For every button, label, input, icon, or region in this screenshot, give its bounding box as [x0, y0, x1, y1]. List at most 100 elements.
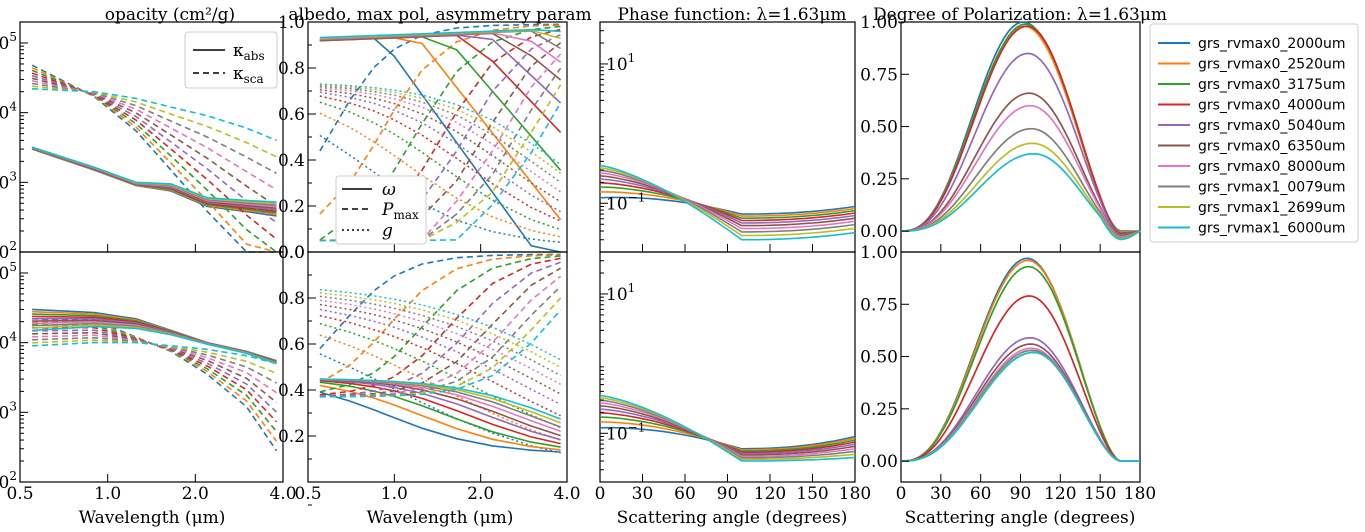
opacity-ksca-1-2	[32, 324, 278, 433]
pol-ytick-label: 0.00	[860, 452, 898, 472]
opacity-kabs-0-6	[31, 147, 277, 208]
albedo-g-1-4	[319, 308, 561, 406]
phase-curve-1-7	[599, 399, 856, 459]
opacity-xtick-label: 1.0	[94, 484, 121, 504]
pol-curve-1-2	[900, 265, 1140, 462]
albedo-g-0-8	[319, 84, 562, 174]
albedo-g-0-5	[319, 88, 562, 203]
pol-curve-0-4	[900, 52, 1141, 236]
pol-curve-0-6	[900, 104, 1141, 238]
legend-entry: grs_rvmax0_2520um	[1198, 57, 1346, 73]
pol-curve-1-1	[900, 259, 1140, 462]
opacity-ytick-label: 103	[0, 169, 17, 193]
pol-curve-0-5	[900, 92, 1141, 237]
legend-entry: grs_rvmax0_6350um	[1198, 139, 1346, 155]
albedo-pmax-1-5	[319, 267, 562, 398]
legend-entry: grs_rvmax0_2000um	[1198, 36, 1346, 52]
albedo-g-0-6	[319, 87, 562, 193]
phase-ytick-label: 10−1	[606, 420, 645, 444]
pol-xtick-label: 90	[1010, 484, 1032, 504]
opacity-ksca-1-5	[32, 331, 278, 404]
phase-curve-0-6	[599, 172, 856, 230]
opacity-ksca-0-9	[32, 88, 277, 142]
xlabel-phase: Scattering angle (degrees)	[617, 508, 848, 528]
title-polarization: Degree of Polarization: λ=1.63μm	[873, 5, 1167, 25]
opacity-ksca-1-4	[32, 329, 278, 413]
pol-xtick-label: 120	[1044, 484, 1076, 504]
legend-frame	[1149, 23, 1359, 243]
title-opacity: opacity (cm²/g)	[105, 5, 235, 25]
phase-xtick-label: 30	[632, 484, 654, 504]
xlabel-polarization: Scattering angle (degrees)	[905, 508, 1136, 528]
opacity-ksca-1-8	[32, 339, 277, 375]
albedo-pmax-1-3	[319, 257, 561, 396]
albedo-pmax-1-9	[319, 309, 562, 398]
pol-curve-0-3	[900, 25, 1141, 235]
xlabel-albedo: Wavelength (μm)	[367, 508, 514, 528]
albedo-g-0-0	[319, 134, 561, 244]
opacity-ksca-0-3	[31, 72, 277, 240]
opacity-ksca-1-7	[32, 336, 277, 384]
albedo-pmax-1-7	[319, 285, 562, 398]
albedo-ytick-label: 0.4	[278, 381, 305, 401]
title-phase: Phase function: λ=1.63μm	[617, 5, 846, 25]
phase-curve-0-1	[600, 191, 856, 217]
pol-ytick-label: 0.75	[860, 65, 898, 85]
pol-curve-0-0	[900, 21, 1140, 232]
opacity-ksca-0-8	[32, 85, 277, 158]
albedo-ytick-label: 0.2	[278, 197, 305, 217]
albedo-ytick-label: 0.8	[278, 289, 305, 309]
pol-curve-0-8	[901, 142, 1141, 240]
opacity-kabs-1-7	[32, 322, 277, 364]
pol-ytick-label: 0.25	[860, 400, 898, 420]
albedo-pmax-1-8	[319, 297, 562, 398]
albedo-g-0-9	[319, 83, 562, 166]
phase-curve-1-8	[599, 396, 856, 461]
opacity-xtick-label: 2.0	[182, 484, 209, 504]
albedo-pmax-1-6	[319, 275, 562, 398]
pol-xtick-label: 0	[896, 484, 907, 504]
phase-curve-0-3	[599, 182, 856, 222]
albedo-xtick-label: 4.0	[553, 484, 580, 504]
legend-g-label: g	[382, 221, 393, 241]
legend-entry: grs_rvmax1_6000um	[1198, 221, 1346, 237]
phase-xtick-label: 60	[674, 484, 696, 504]
phase-curve-0-5	[599, 175, 856, 227]
pol-xtick-label: 30	[930, 484, 952, 504]
phase-xtick-label: 90	[717, 484, 739, 504]
opacity-axes-1	[19, 251, 284, 483]
phase-curve-0-2	[599, 186, 856, 219]
albedo-omega-1-1	[319, 384, 561, 451]
pol-curve-1-0	[900, 257, 1140, 462]
opacity-ytick-label: 104	[0, 100, 17, 124]
legend-entry: grs_rvmax1_2699um	[1198, 200, 1346, 216]
opacity-kabs-1-9	[32, 325, 277, 365]
pol-ytick-label: 0.75	[860, 295, 898, 315]
phase-ytick-label: 10−1	[606, 190, 645, 214]
albedo-xtick-label: 1.0	[381, 484, 408, 504]
albedo-ytick-label: 0.0	[278, 243, 305, 263]
legend-entry: grs_rvmax0_8000um	[1198, 159, 1346, 175]
albedo-ytick-label: 0.8	[278, 59, 305, 79]
albedo-omega-0-9	[319, 28, 561, 39]
albedo-xtick-label: 0.5	[294, 484, 321, 504]
albedo-ytick-label: 0.4	[278, 151, 305, 171]
albedo-g-0-2	[319, 101, 561, 231]
legend-entry: grs_rvmax0_5040um	[1198, 118, 1346, 134]
pol-xtick-label: 150	[1084, 484, 1116, 504]
pol-curve-0-1	[900, 25, 1141, 233]
albedo-pmax-0-2	[319, 25, 561, 241]
phase-curve-0-9	[599, 164, 856, 241]
legend: grs_rvmax0_2000um grs_rvmax0_2520um grs_rv…	[1149, 23, 1359, 243]
pol-ytick-label: 1.00	[860, 13, 898, 33]
pol-ytick-label: 0.00	[860, 222, 898, 242]
albedo-g-1-0	[319, 353, 561, 454]
opacity-ytick-label: 105	[0, 30, 17, 54]
albedo-pmax-1-0	[319, 253, 561, 350]
phase-ytick-label: 101	[606, 51, 635, 75]
phase-curve-0-7	[599, 169, 856, 233]
phase-curve-0-4	[599, 178, 856, 224]
opacity-ksca-1-9	[32, 341, 277, 365]
opacity-xtick-label: 0.5	[6, 484, 33, 504]
